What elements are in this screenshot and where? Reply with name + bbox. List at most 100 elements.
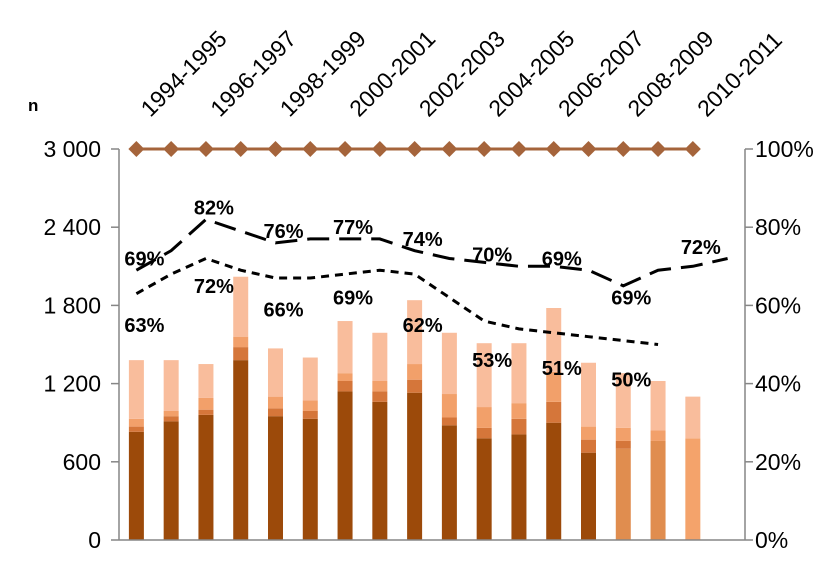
diamond-marker [197, 141, 214, 157]
bar-segment-1995-1 [163, 421, 179, 540]
bar-segment-1998-3 [268, 396, 283, 409]
bar-segment-1996-2 [198, 409, 214, 415]
diamond-marker [650, 141, 667, 157]
y-tick-label-right: 100% [755, 136, 814, 162]
unit-label: n [28, 96, 38, 115]
data-label: 70% [472, 245, 512, 267]
diamond-marker [406, 141, 423, 157]
data-label: 69% [611, 288, 651, 310]
data-label: 72% [681, 237, 721, 259]
bar-segment-2000-4 [337, 321, 353, 374]
data-label: 66% [263, 299, 303, 321]
bar-segment-2006-4 [546, 308, 562, 372]
y-tick-label-left: 3 000 [43, 136, 101, 162]
bar-segment-1999-3 [302, 400, 318, 411]
bar-segment-1996-1 [198, 414, 214, 540]
diamond-marker [267, 141, 284, 157]
y-tick-label-right: 0% [755, 527, 788, 553]
bar-segment-1997-4 [233, 276, 249, 337]
bar-segment-2002-1 [407, 392, 423, 540]
data-label: 69% [333, 288, 373, 310]
y-tick-label-left: 1 800 [43, 292, 101, 318]
data-label: 72% [194, 276, 234, 298]
bar-segment-2002-2 [407, 379, 423, 393]
data-label: 76% [263, 221, 303, 243]
bar-segment-2001-4 [372, 332, 388, 381]
y-tick-label-right: 20% [755, 449, 801, 475]
bar-segment-2007-4 [581, 362, 596, 427]
diamond-marker [128, 141, 145, 157]
y-tick-label-right: 60% [755, 292, 801, 318]
bar-segment-2006-3 [546, 371, 562, 402]
line-series-short-dash [135, 256, 659, 346]
data-label: 69% [124, 248, 164, 270]
bar-segment-1994-3 [128, 418, 144, 427]
bar-segment-2002-4 [407, 300, 423, 365]
bar-segment-2006-1 [546, 422, 562, 540]
bar-segment-2004-3 [476, 407, 492, 428]
diamond-marker [441, 141, 458, 157]
bar-segment-2007-1 [581, 452, 596, 540]
bar-segment-2003-2 [441, 417, 457, 426]
bar-segment-1994-1 [128, 431, 144, 540]
diamond-marker [476, 141, 493, 157]
diamond-marker [232, 141, 249, 157]
data-label: 82% [194, 198, 234, 220]
bar-segment-2004-4 [476, 343, 492, 408]
bar-segment-1995-3 [163, 410, 179, 417]
bar-segment-1998-4 [268, 348, 283, 397]
diamond-marker [545, 141, 562, 157]
bar-segment-2000-2 [337, 380, 353, 392]
bar-segment-2009-3 [650, 430, 666, 441]
data-label: 50% [611, 370, 651, 392]
bar-segment-1995-2 [163, 416, 179, 422]
y-tick-label-right: 80% [755, 214, 801, 240]
bar-segment-1996-3 [198, 397, 214, 410]
bar-segment-1999-1 [302, 418, 318, 540]
diamond-marker [163, 141, 180, 157]
bar-segment-2001-2 [372, 391, 388, 402]
bar-segment-2009-4 [650, 380, 666, 431]
bar-segment-2010-1 [685, 438, 701, 540]
bar-segment-2001-3 [372, 380, 388, 392]
bar-segment-2007-2 [581, 439, 596, 453]
bar-segment-2000-3 [337, 373, 353, 381]
bar-segment-2002-3 [407, 364, 423, 380]
bar-segment-1996-4 [198, 364, 214, 398]
diamond-marker [580, 141, 597, 157]
bar-segment-2005-1 [511, 434, 527, 540]
diamond-marker [337, 141, 354, 157]
bar-segment-2000-1 [337, 391, 353, 540]
bar-segment-2005-4 [511, 343, 527, 404]
data-label: 53% [472, 350, 512, 372]
bar-segment-1997-1 [233, 360, 249, 540]
diamond-marker [684, 141, 701, 157]
bar-segment-1998-2 [268, 408, 283, 417]
bar-segment-2005-2 [511, 418, 527, 435]
bar-segment-2003-1 [441, 425, 457, 540]
diamond-marker [302, 141, 319, 157]
bar-segment-2008-3 [615, 427, 631, 441]
y-tick-label-left: 600 [63, 449, 101, 475]
bar-segment-1999-2 [302, 410, 318, 419]
bar-segment-2008-2 [615, 440, 631, 449]
y-tick-label-left: 2 400 [43, 214, 101, 240]
bar-segment-2010-4 [685, 396, 701, 439]
y-tick-label-left: 0 [88, 527, 101, 553]
diamond-marker [615, 141, 632, 157]
bar-segment-2003-3 [441, 394, 457, 418]
bar-segment-2008-1 [615, 448, 631, 540]
bar-segment-1999-4 [302, 357, 318, 401]
bar-segment-2001-1 [372, 401, 388, 540]
y-tick-label-left: 1 200 [43, 371, 101, 397]
data-label: 77% [333, 217, 373, 239]
bar-segment-2008-4 [615, 373, 631, 428]
y-tick-label-right: 40% [755, 371, 801, 397]
bar-segment-2004-1 [476, 438, 492, 540]
bar-segment-1994-4 [128, 360, 144, 419]
bar-segment-2003-4 [441, 332, 457, 395]
bar-segment-1995-4 [163, 360, 179, 411]
diamond-marker [510, 141, 527, 157]
